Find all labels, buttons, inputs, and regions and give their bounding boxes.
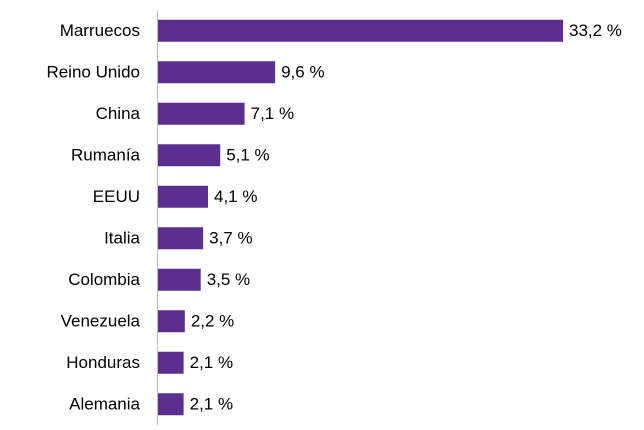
data-label: 9,6 % [281,63,324,82]
data-label: 2,1 % [190,353,233,372]
y-tick-label: Reino Unido [46,63,140,82]
bar [158,268,201,291]
data-label: 5,1 % [226,146,269,165]
bar [158,310,185,333]
data-label: 7,1 % [251,104,294,123]
bar [158,227,204,250]
bar [158,61,276,84]
y-tick-label: Venezuela [61,312,141,331]
y-tick-label: Marruecos [60,21,140,40]
data-label: 33,2 % [569,21,622,40]
y-tick-label: Rumanía [71,146,141,165]
y-tick-label: Colombia [68,270,140,289]
bar [158,393,184,416]
y-tick-label: China [96,104,141,123]
y-tick-label: Italia [104,229,140,248]
y-tick-label: Honduras [66,353,140,372]
y-tick-label: EEUU [93,187,140,206]
data-label: 3,7 % [209,229,252,248]
bar [158,185,209,208]
bar [158,351,184,374]
data-label: 2,1 % [190,395,233,414]
bar [158,102,245,125]
bar [158,144,221,167]
data-label: 3,5 % [207,270,250,289]
data-label: 4,1 % [214,187,257,206]
data-label: 2,2 % [191,312,234,331]
bar [158,19,563,42]
y-tick-label: Alemania [69,395,140,414]
